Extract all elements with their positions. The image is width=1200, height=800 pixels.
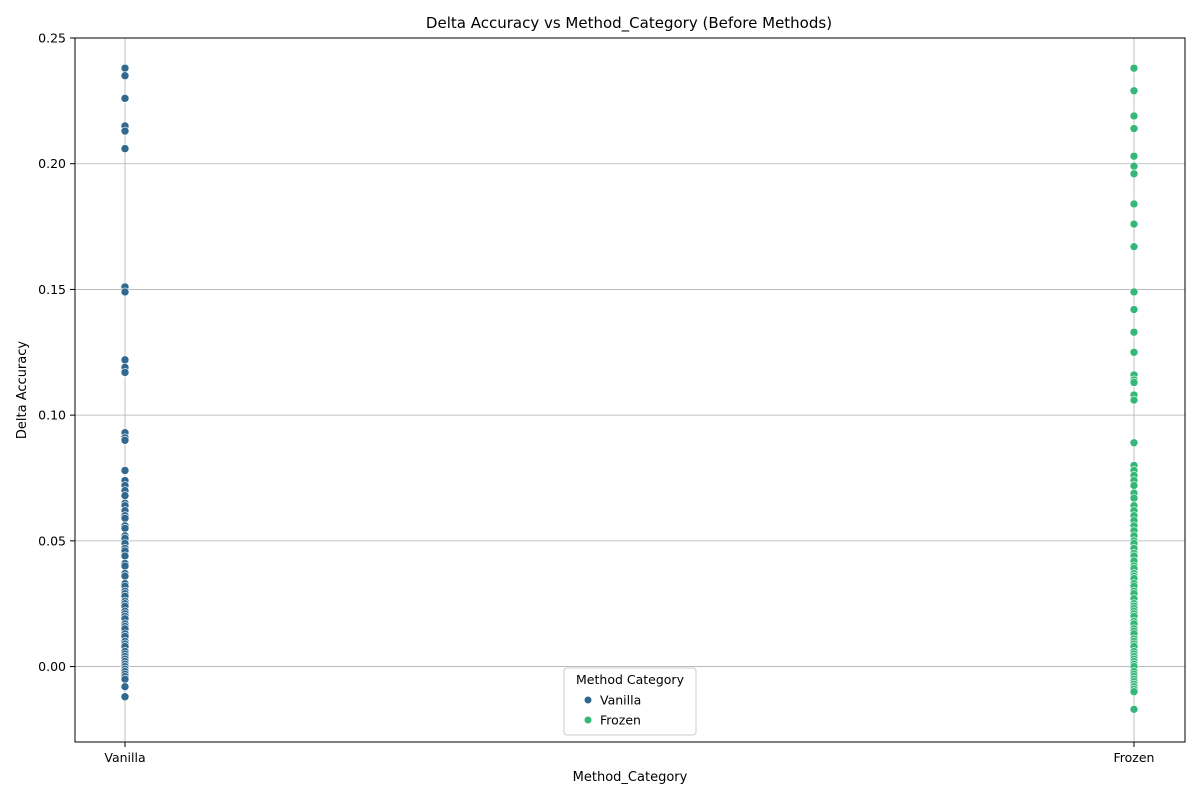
data-points	[120, 63, 1139, 714]
data-point-frozen	[1129, 63, 1139, 73]
data-point-vanilla	[120, 674, 130, 684]
data-point-vanilla	[120, 435, 130, 445]
y-tick-label: 0.05	[38, 533, 66, 548]
data-point-frozen	[1129, 327, 1139, 337]
data-point-frozen	[1129, 347, 1139, 357]
y-tick-label: 0.15	[38, 282, 66, 297]
data-point-vanilla	[120, 571, 130, 581]
data-point-frozen	[1129, 287, 1139, 297]
plot-area-frame	[74, 37, 1186, 743]
data-point-frozen	[1129, 687, 1139, 697]
data-point-frozen	[1129, 395, 1139, 405]
legend-marker-vanilla	[584, 696, 592, 704]
x-tick-label: Frozen	[1114, 750, 1155, 765]
legend-marker-frozen	[584, 716, 592, 724]
y-tick-label: 0.10	[38, 408, 66, 423]
legend-title: Method Category	[576, 672, 685, 687]
data-point-vanilla	[120, 551, 130, 561]
data-point-vanilla	[120, 692, 130, 702]
data-point-vanilla	[120, 126, 130, 136]
data-point-frozen	[1129, 305, 1139, 314]
data-point-vanilla	[120, 513, 130, 523]
data-point-vanilla	[120, 561, 130, 571]
x-axis: Vanilla Frozen	[104, 742, 1154, 765]
data-point-vanilla	[120, 491, 130, 500]
data-point-vanilla	[120, 355, 130, 365]
legend-label-frozen: Frozen	[600, 713, 641, 728]
legend: Method Category Vanilla Frozen	[563, 667, 697, 736]
y-tick-label: 0.20	[38, 156, 66, 171]
data-point-vanilla	[120, 287, 130, 297]
data-point-vanilla	[120, 71, 130, 81]
data-point-vanilla	[120, 682, 130, 691]
data-point-vanilla	[120, 94, 130, 103]
data-point-vanilla	[120, 144, 130, 153]
data-point-frozen	[1129, 161, 1139, 171]
x-tick-label: Vanilla	[104, 750, 145, 765]
data-point-frozen	[1129, 705, 1139, 714]
y-tick-label: 0.25	[38, 31, 66, 46]
data-point-frozen	[1129, 199, 1139, 209]
data-point-frozen	[1129, 124, 1139, 133]
data-point-vanilla	[120, 63, 130, 73]
y-axis: 0.00 0.05 0.10 0.15 0.20 0.25	[38, 31, 75, 674]
data-point-frozen	[1129, 86, 1139, 96]
data-point-frozen	[1129, 111, 1139, 121]
data-point-vanilla	[120, 523, 130, 533]
data-point-frozen	[1129, 169, 1139, 179]
data-point-frozen	[1129, 151, 1139, 161]
x-axis-label: Method_Category	[573, 770, 688, 785]
data-point-frozen	[1129, 242, 1139, 251]
legend-label-vanilla: Vanilla	[600, 693, 641, 708]
data-point-vanilla	[120, 368, 130, 377]
data-point-vanilla	[120, 466, 130, 475]
legend-box	[563, 667, 697, 736]
y-axis-label: Delta Accuracy	[15, 341, 30, 439]
y-tick-label: 0.00	[38, 659, 66, 674]
data-point-frozen	[1129, 481, 1139, 490]
grid-lines	[75, 37, 1185, 742]
data-point-frozen	[1129, 493, 1139, 503]
chart-title: Delta Accuracy vs Method_Category (Befor…	[426, 14, 832, 33]
data-point-frozen	[1129, 378, 1139, 387]
data-point-frozen	[1129, 438, 1139, 448]
data-point-frozen	[1129, 219, 1139, 229]
